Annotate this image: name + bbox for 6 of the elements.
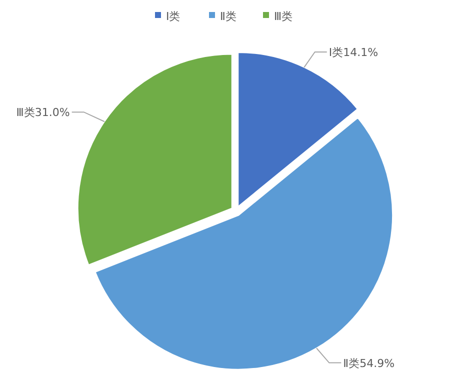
category-label: Ⅲ类31.0% — [16, 106, 70, 120]
category-label: Ⅰ类14.1% — [328, 46, 378, 59]
legend-label: Ⅰ类 — [166, 10, 180, 23]
legend-label: Ⅲ类 — [274, 10, 293, 23]
category-label: Ⅱ类54.9% — [343, 356, 395, 370]
legend-label: Ⅱ类 — [220, 10, 236, 23]
